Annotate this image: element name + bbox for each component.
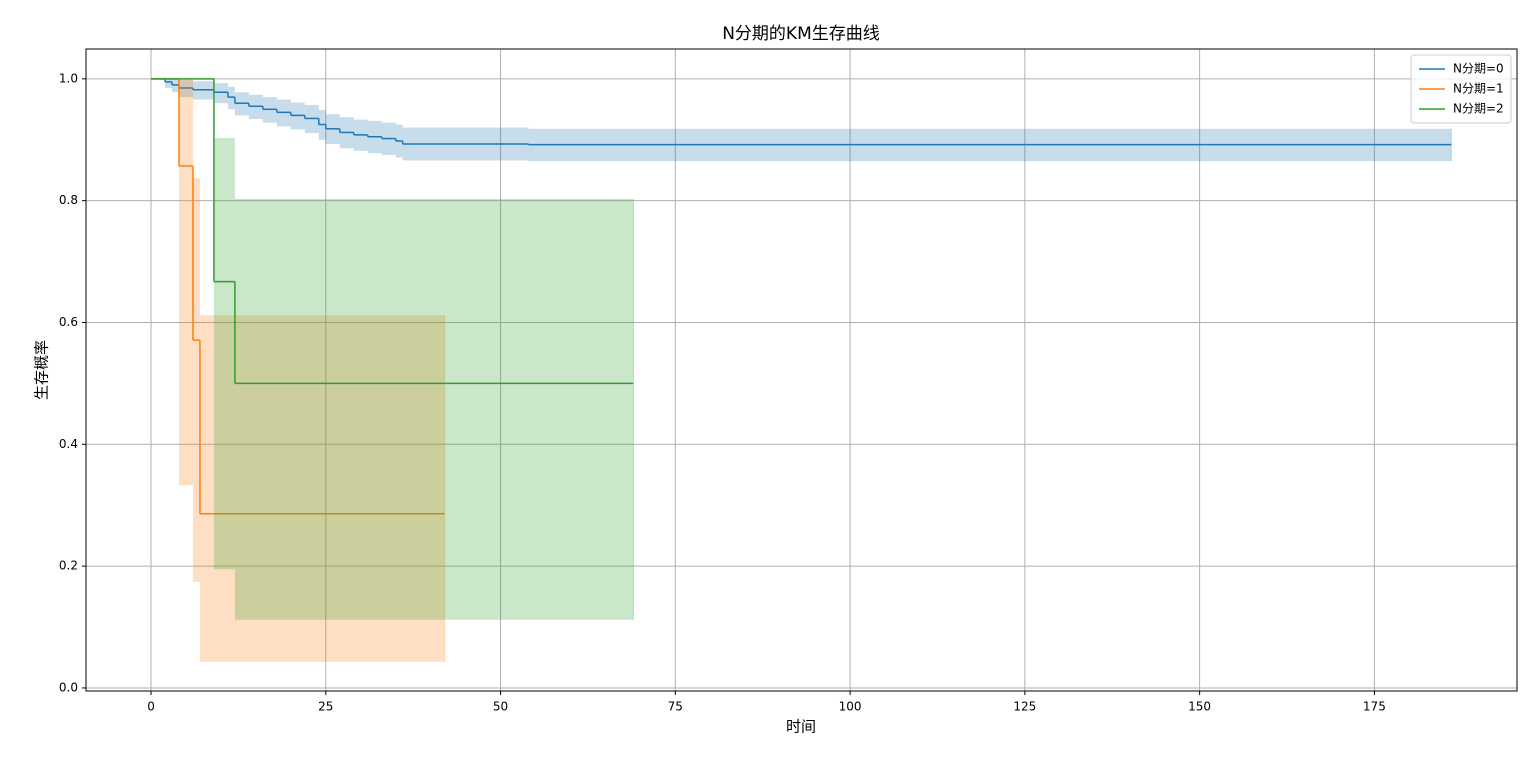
- confidence-band: [199, 315, 445, 662]
- x-tick-label: 0: [147, 700, 155, 714]
- plot-frame: [85, 48, 1518, 692]
- x-tick-label: 25: [318, 700, 333, 714]
- x-tick-label: 50: [493, 700, 508, 714]
- y-axis-label: 生存概率: [33, 340, 51, 400]
- y-tick-label: 0.4: [59, 437, 78, 451]
- confidence-band: [192, 178, 200, 582]
- y-tick-label: 0.2: [59, 559, 78, 573]
- legend-label: N分期=2: [1453, 102, 1504, 116]
- confidence-band: [213, 83, 228, 104]
- x-tick-label: 100: [839, 700, 862, 714]
- confidence-band: [164, 78, 172, 88]
- legend-box: [1410, 54, 1512, 124]
- x-tick-label: 150: [1188, 700, 1211, 714]
- series: [151, 78, 446, 662]
- y-tick-label: 1.0: [59, 71, 78, 85]
- x-tick-label: 125: [1013, 700, 1036, 714]
- y-tick-label: 0.0: [59, 680, 78, 694]
- y-tick-label: 0.8: [59, 193, 78, 207]
- x-tick-label: 175: [1363, 700, 1386, 714]
- legend-label: N分期=0: [1453, 62, 1504, 76]
- y-tick-label: 0.6: [59, 315, 78, 329]
- chart-title: N分期的KM生存曲线: [722, 24, 880, 44]
- confidence-band: [178, 78, 193, 486]
- legend: N分期=0 N分期=1 N分期=2: [1410, 54, 1512, 124]
- confidence-band: [213, 137, 235, 570]
- x-axis-label: 时间: [786, 718, 816, 736]
- legend-label: N分期=1: [1453, 82, 1504, 96]
- confidence-band: [234, 198, 634, 620]
- series: [151, 78, 1452, 162]
- confidence-band: [227, 86, 235, 110]
- x-tick-label: 75: [668, 700, 683, 714]
- series: [151, 78, 634, 620]
